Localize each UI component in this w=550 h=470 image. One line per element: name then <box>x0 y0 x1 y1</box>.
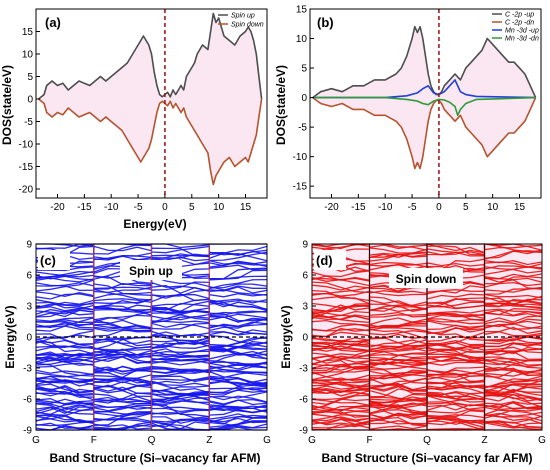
dos-series-3 <box>312 79 536 99</box>
y-tick-label: 0 <box>302 333 308 344</box>
x-tick-label: -15 <box>77 202 92 213</box>
y-axis-label-b: DOS(state/eV) <box>274 65 288 145</box>
y-tick-label: 0 <box>26 333 32 344</box>
panel-label-bg-d <box>314 250 346 270</box>
x-tick-label: 0 <box>162 202 168 213</box>
dos-fill-0 <box>312 26 536 98</box>
y-tick-label: -15 <box>293 182 308 193</box>
y-tick-label: -10 <box>293 152 308 163</box>
kpoint-label: Z <box>206 435 212 446</box>
y-tick-label: 6 <box>302 271 308 282</box>
kpoint-label: G <box>263 435 271 446</box>
x-tick-label: -5 <box>408 202 417 213</box>
x-tick-label: 15 <box>240 202 252 213</box>
kpoint-label: G <box>308 435 316 446</box>
kpoint-label: F <box>366 435 372 446</box>
y-tick-label: 9 <box>302 240 308 251</box>
y-tick-label: -3 <box>23 364 32 375</box>
y-tick-label: -15 <box>19 162 34 173</box>
y-axis-label-d: Energy(eV) <box>279 305 293 368</box>
y-tick-label: -6 <box>23 395 32 406</box>
y-tick-label: 15 <box>22 27 34 38</box>
y-axis-label-a: DOS(state/eV) <box>0 65 14 145</box>
panel-label-a: (a) <box>45 15 61 30</box>
kpoint-label: F <box>91 435 97 446</box>
y-tick-label: 10 <box>296 34 308 45</box>
y-tick-label: 5 <box>301 64 307 75</box>
dos-chart-b: -15 -10 -5 0 5 10 15 -20 -15 -10 -5 0 5 10 15 (b) C -2… <box>274 5 542 213</box>
panel-label-c: (c) <box>40 253 56 268</box>
dos-chart-a: -20 -15 -10 -5 0 5 10 15 -20 -15 -10 -5 0 5 10 15 (a) S… <box>0 8 268 231</box>
x-tick-label: 15 <box>514 202 526 213</box>
kpoint-label: Q <box>148 435 156 446</box>
panel-label-bg-c <box>38 250 70 270</box>
spin-label-d: Spin down <box>396 272 457 286</box>
legend-label-c2p-up: C -2p -up <box>505 12 534 19</box>
y-tick-label: 3 <box>26 302 32 313</box>
y-tick-label: 9 <box>26 240 32 251</box>
kpoint-label: G <box>32 435 40 446</box>
dos-series-4 <box>312 96 536 117</box>
spin-label-c: Spin up <box>129 264 173 278</box>
legend-label-spin-up: Spin up <box>231 13 255 20</box>
y-tick-label: 10 <box>22 50 34 61</box>
y-tick-label: -3 <box>299 364 308 375</box>
x-tick-label: -20 <box>50 202 65 213</box>
y-axis-label-c: Energy(eV) <box>3 305 17 368</box>
legend-label-spin-down: Spin down <box>231 22 264 29</box>
legend-label-mn3d-dn: Mn -3d -dn <box>505 36 539 43</box>
x-tick-label: -10 <box>378 202 393 213</box>
x-tick-label: 5 <box>463 202 469 213</box>
y-tick-label: 15 <box>296 5 308 16</box>
x-tick-label: -20 <box>324 202 339 213</box>
x-tick-label: 5 <box>189 202 195 213</box>
y-tick-label: 5 <box>27 72 33 83</box>
y-tick-label: 0 <box>27 95 33 106</box>
plot-frame-a <box>35 8 268 199</box>
panel-label-b: (b) <box>317 15 334 30</box>
legend-label-mn3d-up: Mn -3d -up <box>505 28 539 35</box>
x-axis-label-d: Band Structure (Si–vacancy far AFM) <box>322 451 533 465</box>
legend-b: C -2p -up C -2p -dn Mn -3d -up Mn -3d -d… <box>492 12 539 43</box>
kpoint-label: Q <box>423 435 431 446</box>
band-structure-d: -9 -6 -3 0 3 6 9 G F Q Z G (d) Spin down Band Struc… <box>279 240 546 466</box>
x-tick-label: -15 <box>351 202 366 213</box>
y-tick-label: -9 <box>299 426 308 437</box>
y-tick-label: 3 <box>302 302 308 313</box>
dos-series-2 <box>38 98 263 186</box>
kpoint-label: Z <box>481 435 487 446</box>
dos-fill-1 <box>312 97 536 169</box>
y-tick-label: -5 <box>24 117 33 128</box>
spin-label-bg-c <box>120 260 182 280</box>
band-structure-c: -9 -6 -3 0 3 6 9 G F Q Z G (c) Spin up Band Structu… <box>3 240 271 466</box>
x-tick-label: 10 <box>213 202 225 213</box>
y-tick-label: 0 <box>301 93 307 104</box>
legend-a: Spin up Spin down <box>218 13 264 29</box>
y-tick-label: -9 <box>23 426 32 437</box>
x-tick-label: -10 <box>104 202 119 213</box>
plot-frame-b <box>309 8 542 199</box>
y-tick-label: -10 <box>19 140 34 151</box>
x-tick-label: 10 <box>487 202 499 213</box>
dos-fill-0 <box>38 13 262 99</box>
y-tick-label: -6 <box>299 395 308 406</box>
y-tick-label: -20 <box>19 185 34 196</box>
legend-label-c2p-dn: C -2p -dn <box>505 20 534 27</box>
y-tick-label: 6 <box>26 271 32 282</box>
x-axis-label-a: Energy(eV) <box>123 217 186 231</box>
spin-label-bg-d <box>389 268 463 288</box>
y-tick-label: -5 <box>298 123 307 134</box>
dos-series-1 <box>312 25 537 99</box>
kpoint-label: G <box>538 435 546 446</box>
x-axis-label-c: Band Structure (Si–vacancy far AFM) <box>50 451 261 465</box>
x-tick-label: -5 <box>134 202 143 213</box>
panel-label-d: (d) <box>316 253 333 268</box>
dos-series-1 <box>38 12 263 100</box>
x-tick-label: 0 <box>436 202 442 213</box>
